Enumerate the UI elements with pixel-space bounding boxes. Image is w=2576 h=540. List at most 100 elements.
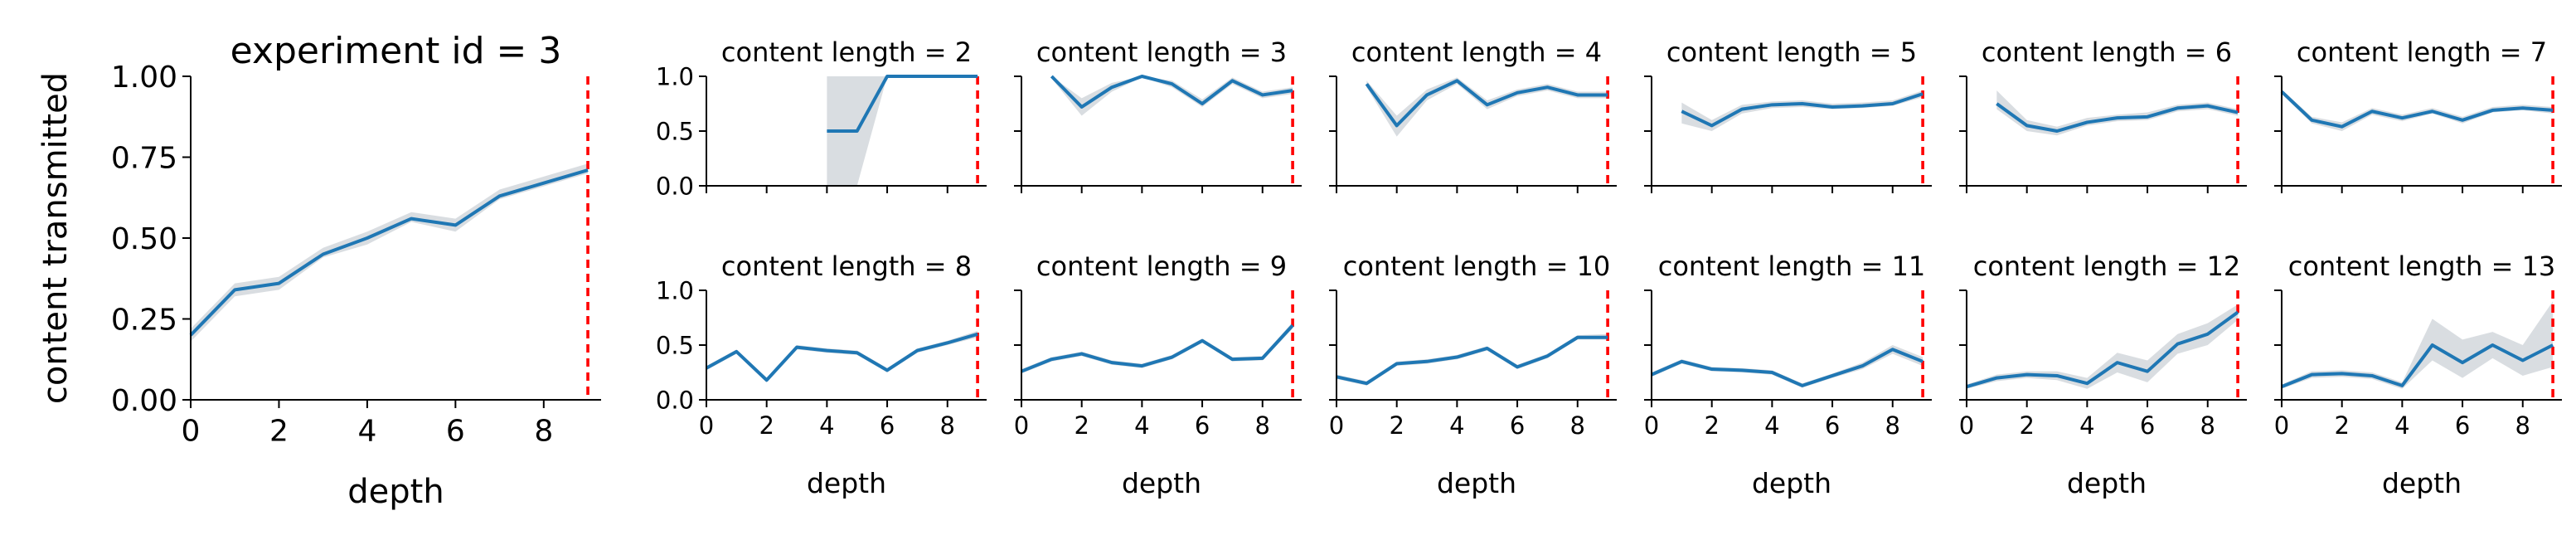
x-tick-label: 2 xyxy=(269,415,289,449)
x-tick-label: 0 xyxy=(699,411,714,440)
panel-title: content length = 12 xyxy=(1973,251,2241,282)
x-tick-label: 4 xyxy=(2079,411,2094,440)
x-axis-label: depth xyxy=(1752,467,1831,499)
series-line xyxy=(1966,310,2239,389)
x-tick-label: 0 xyxy=(1959,411,1974,440)
x-axis-label: depth xyxy=(1122,467,1201,499)
confidence-band xyxy=(1996,90,2239,136)
y-axis-label: content transmitted xyxy=(36,72,75,404)
series-line xyxy=(1651,348,1924,387)
y-tick-label: 0.5 xyxy=(656,331,694,359)
series-line xyxy=(827,75,978,133)
panel-main: 0 2 4 6 8 0.00 0.25 0.50 0.75 1.00 experiment id =… xyxy=(36,30,601,511)
x-axis-label: depth xyxy=(2382,467,2462,499)
confidence-band xyxy=(1337,333,1608,386)
confidence-band xyxy=(827,76,978,186)
x-tick-label: 0 xyxy=(1329,411,1344,440)
x-tick-label: 6 xyxy=(2455,411,2470,440)
x-tick-label: 4 xyxy=(357,415,376,449)
y-tick-label: 0.75 xyxy=(111,141,177,175)
x-tick-label: 2 xyxy=(1389,411,1404,440)
panel-cl6: content length = 6 xyxy=(1959,36,2247,193)
x-tick-label: 2 xyxy=(2019,411,2034,440)
panel-cl8: 0 2 4 6 8 0.0 0.5 1.0 content length = 8 depth xyxy=(656,251,987,499)
series-line xyxy=(706,332,978,382)
x-tick-label: 0 xyxy=(182,415,201,449)
confidence-band xyxy=(1021,322,1293,374)
x-axis-label: depth xyxy=(2067,467,2147,499)
x-tick-label: 6 xyxy=(880,411,895,440)
x-tick-label: 4 xyxy=(1764,411,1779,440)
panel-title: experiment id = 3 xyxy=(230,30,562,72)
panel-title: content length = 3 xyxy=(1036,36,1287,68)
panel-title: content length = 8 xyxy=(721,251,972,282)
series-line xyxy=(1996,102,2239,133)
y-tick-label: 0.5 xyxy=(656,117,694,145)
y-tick-label: 0.0 xyxy=(656,386,694,414)
x-tick-label: 6 xyxy=(1195,411,1210,440)
y-tick-label: 1.00 xyxy=(111,61,177,95)
series-line xyxy=(1021,324,1294,373)
x-tick-label: 6 xyxy=(2140,411,2155,440)
confidence-band xyxy=(2282,301,2554,389)
panel-title: content length = 5 xyxy=(1666,36,1917,68)
panel-cl4: content length = 4 xyxy=(1329,36,1617,193)
series-line xyxy=(2281,343,2554,389)
series-line xyxy=(1681,92,1924,128)
x-tick-label: 4 xyxy=(1134,411,1149,440)
x-tick-label: 4 xyxy=(1449,411,1464,440)
confidence-band xyxy=(706,330,978,382)
series-line xyxy=(2280,90,2554,129)
panel-title: content length = 13 xyxy=(2288,251,2556,282)
x-tick-label: 8 xyxy=(1570,411,1585,440)
x-tick-label: 6 xyxy=(1825,411,1840,440)
confidence-band xyxy=(1051,76,1293,116)
panel-title: content length = 11 xyxy=(1658,251,1926,282)
x-tick-label: 8 xyxy=(1255,411,1270,440)
panel-title: content length = 7 xyxy=(2297,36,2547,68)
confidence-band xyxy=(1366,77,1608,137)
panel-cl9: 0 2 4 6 8 content length = 9 depth xyxy=(1014,251,1302,499)
series-line xyxy=(1336,335,1608,386)
x-tick-label: 4 xyxy=(819,411,834,440)
y-tick-label: 1.0 xyxy=(656,62,694,90)
confidence-band xyxy=(2282,89,2554,131)
x-tick-label: 8 xyxy=(2200,411,2215,440)
y-tick-label: 0.0 xyxy=(656,172,694,200)
panel-cl13: 0 2 4 6 8 content length = 13 depth xyxy=(2274,251,2562,499)
x-tick-label: 2 xyxy=(1074,411,1089,440)
confidence-band xyxy=(191,163,589,342)
panel-cl2: 0.0 0.5 1.0 content length = 2 xyxy=(656,36,987,200)
x-tick-label: 0 xyxy=(1644,411,1659,440)
x-tick-label: 4 xyxy=(2394,411,2409,440)
panel-title: content length = 10 xyxy=(1343,251,1611,282)
panel-title: content length = 4 xyxy=(1351,36,1602,68)
x-tick-label: 8 xyxy=(2515,411,2530,440)
panel-cl7: content length = 7 xyxy=(2274,36,2562,193)
y-tick-label: 0.50 xyxy=(111,222,177,256)
panel-title: content length = 2 xyxy=(721,36,972,68)
x-tick-label: 2 xyxy=(1704,411,1719,440)
panel-title: content length = 9 xyxy=(1036,251,1287,282)
panel-cl5: content length = 5 xyxy=(1644,36,1932,193)
x-tick-label: 6 xyxy=(1510,411,1525,440)
x-axis-label: depth xyxy=(347,473,444,511)
panel-cl12: 0 2 4 6 8 content length = 12 depth xyxy=(1959,251,2247,499)
x-tick-label: 6 xyxy=(446,415,465,449)
y-tick-label: 1.0 xyxy=(656,276,694,304)
x-tick-label: 0 xyxy=(2274,411,2289,440)
x-tick-label: 8 xyxy=(1885,411,1900,440)
y-tick-label: 0.25 xyxy=(111,303,177,337)
x-tick-label: 0 xyxy=(1014,411,1029,440)
series-line xyxy=(1365,79,1608,128)
panel-cl11: 0 2 4 6 8 content length = 11 depth xyxy=(1644,251,1932,499)
confidence-band xyxy=(1681,90,1924,131)
panel-cl3: content length = 3 xyxy=(1014,36,1302,193)
x-tick-label: 2 xyxy=(759,411,774,440)
x-axis-label: depth xyxy=(807,467,886,499)
x-axis-label: depth xyxy=(1437,467,1516,499)
x-tick-label: 8 xyxy=(534,415,553,449)
panel-title: content length = 6 xyxy=(1982,36,2232,68)
series-line xyxy=(189,168,589,337)
